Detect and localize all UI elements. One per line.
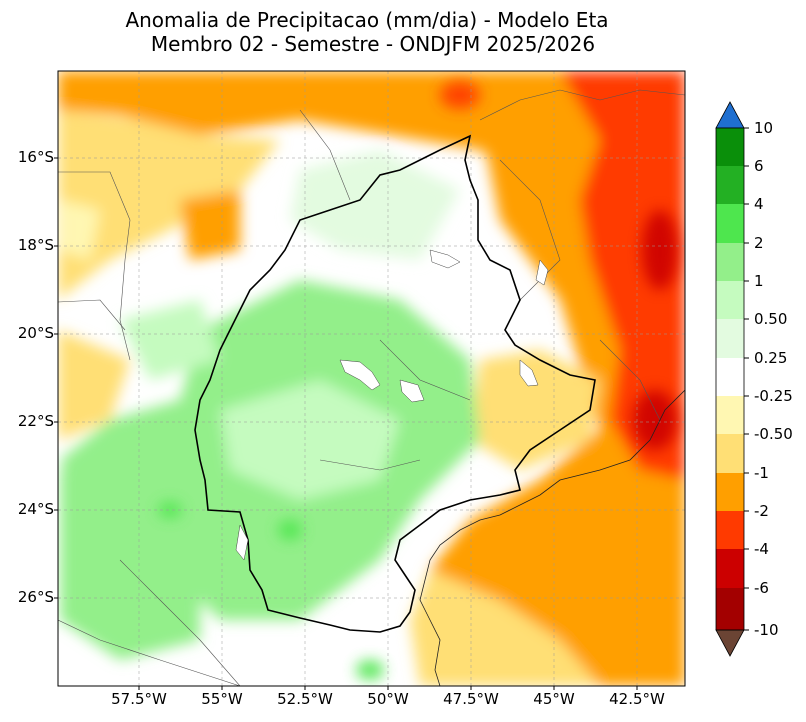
lon-label: 55°W <box>201 690 243 708</box>
colorbar-label: 0.25 <box>754 349 788 367</box>
lon-label: 52.5°W <box>277 690 333 708</box>
lon-label: 57.5°W <box>111 690 167 708</box>
colorbar-label: -0.25 <box>754 387 793 405</box>
colorbar-segment <box>716 204 744 243</box>
colorbar-label: 10 <box>754 119 774 137</box>
colorbar-label: -1 <box>754 464 769 482</box>
lat-label: 16°S <box>17 148 54 166</box>
colorbar-segment <box>716 166 744 204</box>
state-borders <box>58 89 685 686</box>
anomaly-field <box>58 71 685 686</box>
colorbar-segment <box>716 473 744 511</box>
colorbar-over-arrow <box>715 101 745 129</box>
map-frame <box>57 70 686 687</box>
lat-label: 20°S <box>17 324 54 342</box>
colorbar-segment <box>716 511 744 549</box>
colorbar-label: 4 <box>754 195 764 213</box>
colorbar-label: 6 <box>754 157 764 175</box>
colorbar-label: 2 <box>754 234 764 252</box>
colorbar <box>715 101 749 657</box>
reservoirs <box>235 249 549 561</box>
colorbar-segment <box>716 588 744 630</box>
colorbar-segment <box>716 549 744 588</box>
colorbar-label: -10 <box>754 621 779 639</box>
colorbar-segment <box>716 434 744 473</box>
colorbar-segment <box>716 319 744 358</box>
colorbar-segment <box>716 128 744 166</box>
colorbar-label: -2 <box>754 502 769 520</box>
map-title-line1: Anomalia de Precipitacao (mm/dia) - Mode… <box>125 8 609 32</box>
lon-label: 47.5°W <box>443 690 499 708</box>
graticule <box>58 71 685 686</box>
colorbar-segment <box>716 243 744 281</box>
colorbar-label: -4 <box>754 540 769 558</box>
colorbar-segment <box>716 281 744 319</box>
lon-label: 45°W <box>533 690 575 708</box>
colorbar-segment <box>716 396 744 434</box>
lat-label: 22°S <box>17 412 54 430</box>
colorbar-label: 0.50 <box>754 310 788 328</box>
lat-label: 18°S <box>17 236 54 254</box>
colorbar-label: -6 <box>754 579 769 597</box>
lon-label: 42.5°W <box>609 690 665 708</box>
map-title-line2: Membro 02 - Semestre - ONDJFM 2025/2026 <box>150 32 596 56</box>
basin-outline <box>194 134 596 633</box>
lon-label: 50°W <box>367 690 409 708</box>
colorbar-label: 1 <box>754 272 764 290</box>
colorbar-under-arrow <box>715 629 745 657</box>
coastline <box>419 389 685 686</box>
lat-label: 26°S <box>17 588 54 606</box>
colorbar-label: -0.50 <box>754 425 793 443</box>
colorbar-segment <box>716 358 744 396</box>
axis-ticks <box>54 157 638 690</box>
lat-label: 24°S <box>17 500 54 518</box>
